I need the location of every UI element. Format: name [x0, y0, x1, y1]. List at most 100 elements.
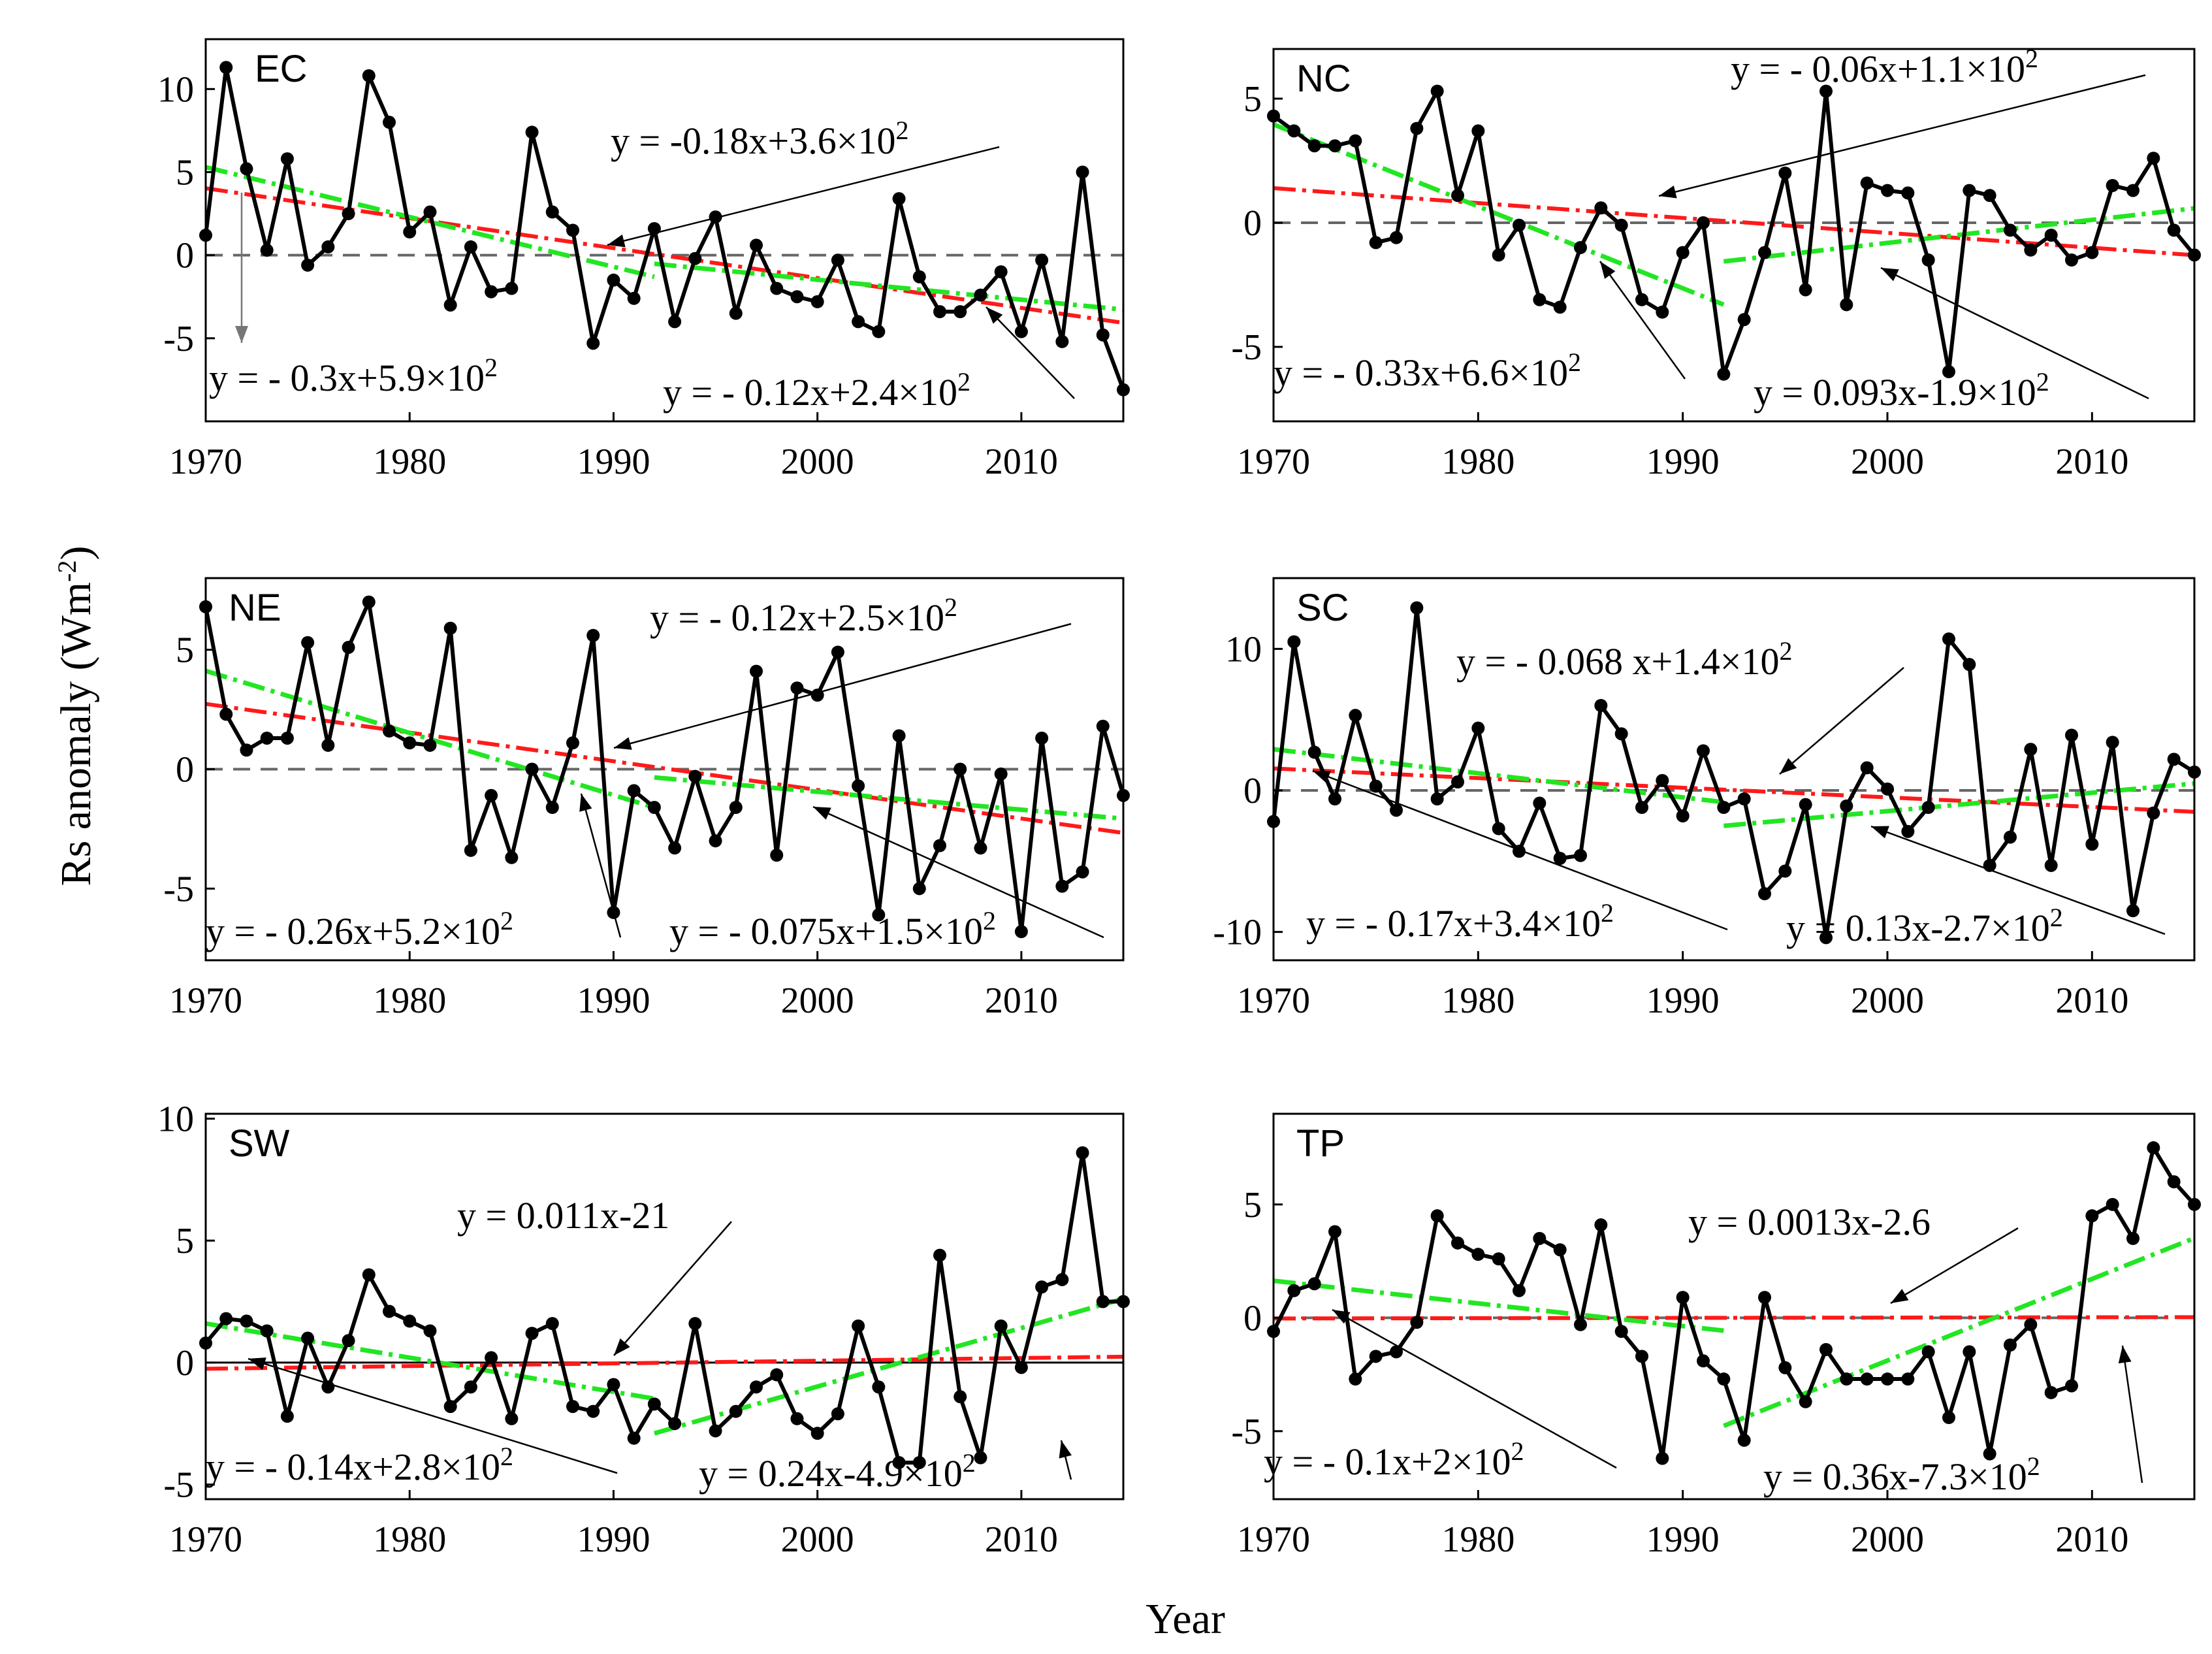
data-point: [505, 282, 519, 295]
y-tick-label: -5: [163, 1465, 194, 1506]
data-point: [872, 1380, 886, 1394]
region-label: NE: [229, 587, 281, 629]
y-tick-label: 0: [176, 236, 194, 276]
series-line: [1272, 89, 2196, 376]
x-tick-label: 2000: [1851, 981, 1924, 1021]
data-point: [1799, 1395, 1812, 1408]
data-point: [1676, 246, 1690, 259]
panel-sw: 1970 1980 1990 2000 2010 10 5 0 -5 SW y = 0.011x-2…: [157, 1099, 1130, 1560]
data-point: [1635, 1350, 1648, 1363]
data-point: [1594, 1218, 1608, 1232]
data-point: [912, 1455, 926, 1469]
trend-line-late: [1723, 206, 2195, 264]
region-label: SW: [229, 1122, 290, 1165]
data-point: [1819, 84, 1833, 98]
data-point: [1430, 84, 1444, 98]
annotation-arrow: [1870, 825, 2166, 935]
data-point: [545, 1317, 559, 1331]
data-point: [668, 1417, 682, 1431]
data-point: [1430, 792, 1444, 805]
trend-line-late: [653, 1296, 1124, 1436]
y-tick-label: 5: [176, 152, 194, 193]
data-point: [383, 1305, 396, 1318]
data-point: [647, 1397, 661, 1411]
data-point: [586, 336, 600, 350]
region-label: EC: [255, 48, 308, 90]
arrowhead: [1891, 1289, 1909, 1303]
data-point: [1553, 300, 1567, 314]
data-point: [892, 729, 906, 743]
trend-line-early: [1273, 747, 1724, 805]
data-point: [1697, 216, 1710, 229]
data-point: [1349, 134, 1362, 148]
series-line: [1272, 1146, 2196, 1461]
annotation-arrow: [607, 146, 1000, 246]
annotation-arrow: [248, 1357, 618, 1474]
data-point: [1983, 1447, 1996, 1461]
data-point: [240, 162, 253, 176]
data-point: [709, 834, 722, 848]
series-line: [204, 600, 1125, 934]
data-point: [1778, 864, 1792, 878]
data-point: [1390, 803, 1403, 817]
data-point: [810, 1427, 824, 1440]
data-point: [831, 645, 844, 659]
data-point: [647, 801, 661, 814]
data-point: [1076, 165, 1089, 179]
data-point: [2085, 837, 2099, 851]
data-point: [1471, 1248, 1485, 1261]
x-tick-label: 1970: [1237, 442, 1310, 482]
data-point: [729, 801, 743, 814]
data-point: [1451, 775, 1464, 788]
data-point: [1287, 124, 1301, 138]
annotation-arrow: [1599, 261, 1686, 380]
data-point: [2126, 904, 2140, 918]
data-point: [994, 265, 1008, 279]
data-point: [1574, 241, 1587, 254]
data-point: [974, 841, 987, 855]
data-point: [219, 61, 233, 74]
data-point: [1390, 1345, 1403, 1359]
x-tick-label: 1970: [169, 1519, 242, 1560]
annotation-arrow: [986, 306, 1075, 399]
data-point: [668, 841, 682, 855]
data-point: [260, 244, 274, 257]
data-point: [1840, 799, 1853, 813]
data-point: [1799, 798, 1812, 811]
data-point: [770, 1368, 784, 1382]
data-point: [1076, 865, 1089, 879]
trend-line-late: [1723, 1236, 2196, 1428]
data-point: [994, 767, 1008, 781]
panel-ec: 1970 1980 1990 2000 2010 10 5 0 -5 EC y = -0.18x+3…: [157, 38, 1130, 482]
x-tick-label: 1980: [373, 1519, 446, 1560]
data-point: [1574, 1318, 1587, 1331]
data-point: [219, 1312, 233, 1325]
trend-equation: y = - 0.068 x+1.4×102: [1456, 636, 1792, 683]
data-point: [443, 298, 457, 312]
data-point: [1983, 189, 1996, 203]
arrowhead: [986, 307, 1003, 324]
data-point: [974, 1451, 987, 1465]
panel-nc: 1970 1980 1990 2000 2010 5 0 -5 NC y = - 0.06x+1.…: [1231, 44, 2201, 482]
arrowhead: [607, 234, 626, 248]
trend-equation: y = - 0.33x+6.6×102: [1274, 348, 1581, 395]
data-point: [485, 1351, 498, 1365]
data-point: [1492, 822, 1505, 835]
data-point: [2085, 1209, 2099, 1223]
data-point: [1676, 1291, 1690, 1305]
arrowhead: [579, 794, 592, 812]
annotation-arrow: [1880, 267, 2149, 400]
data-point: [1055, 1273, 1069, 1286]
arrowhead: [235, 326, 248, 343]
data-point: [1076, 1146, 1089, 1159]
trend-equation: y = - 0.1x+2×102: [1264, 1436, 1524, 1484]
trend-line-full: [1273, 186, 2195, 257]
data-point: [688, 251, 702, 265]
data-point: [505, 1412, 519, 1425]
data-point: [301, 1331, 315, 1345]
data-point: [1799, 283, 1812, 297]
data-point: [2004, 1338, 2017, 1352]
panel-tp: 1970 1980 1990 2000 2010 5 0 -5 TP y = 0.0013x-2.…: [1231, 1112, 2201, 1560]
data-point: [1328, 139, 1341, 153]
x-tick-label: 1980: [373, 981, 446, 1021]
